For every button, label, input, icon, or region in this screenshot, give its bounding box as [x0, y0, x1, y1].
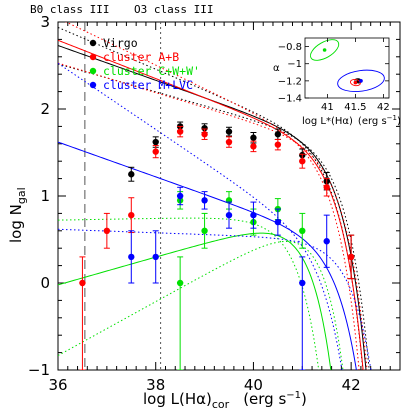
- inset-x-tick-label: 41: [321, 102, 334, 113]
- data-point: [79, 279, 86, 287]
- legend-marker: [89, 53, 97, 61]
- fit-curves: [58, 22, 372, 370]
- fit-uncertainty-curve: [58, 217, 320, 370]
- y-axis-label-sub: gal: [15, 187, 28, 204]
- x-tick-label: 40: [244, 376, 263, 394]
- data-point: [250, 134, 257, 141]
- legend-label: Virgo: [103, 36, 138, 50]
- fit-curve: [58, 39, 364, 370]
- data-point: [152, 148, 159, 155]
- x-tick-label: 38: [146, 376, 165, 394]
- data-points: [79, 121, 355, 370]
- x-axis-units-exp: −1: [286, 390, 301, 401]
- y-tick-label: −1: [28, 361, 50, 379]
- inset-x-units: (erg s: [358, 116, 387, 127]
- inset-frame: [304, 37, 390, 99]
- data-point: [201, 227, 208, 234]
- inset-x-label: log L*(Hα): [302, 116, 353, 127]
- y-tick-label: 1: [40, 187, 50, 205]
- x-axis-label-sub: cor: [212, 398, 230, 411]
- fit-uncertainty-curve: [58, 228, 372, 370]
- data-point: [347, 253, 355, 261]
- data-point: [299, 227, 306, 234]
- legend-marker: [89, 81, 97, 89]
- y-tick-label: 0: [40, 274, 50, 292]
- x-axis-units: (erg s: [243, 390, 286, 408]
- inset-best-fit: [353, 80, 358, 85]
- inset-contour: [310, 39, 340, 61]
- inset-y-tick-label: −1.4: [278, 94, 302, 105]
- data-point: [152, 253, 159, 261]
- fit-uncertainty-curve: [58, 62, 368, 370]
- axis-ticks: [57, 21, 401, 371]
- inset-y-axis-title: α: [273, 63, 280, 74]
- inset-contour: [337, 69, 385, 93]
- x-tick-label: 36: [48, 376, 67, 394]
- data-point: [152, 138, 159, 146]
- data-point: [323, 238, 330, 245]
- y-tick-label: 3: [40, 13, 50, 31]
- x-axis-units-close: ): [301, 390, 307, 408]
- y-axis-title: log Ngal: [7, 187, 28, 243]
- fit-uncertainty-curve: [58, 63, 370, 370]
- data-point: [201, 124, 208, 132]
- reference-lines: [84, 22, 162, 370]
- data-point: [225, 138, 233, 146]
- inset-x-units-close: ): [397, 116, 401, 127]
- legend-marker: [89, 39, 97, 47]
- data-point: [103, 227, 111, 234]
- inset-x-tick-label: 42: [377, 102, 390, 113]
- data-point: [128, 211, 135, 219]
- inset-y-tick-label: −0.8: [278, 42, 302, 53]
- inset-ticks: 41 41.5 42 −0.8 −1 −1.2 −1.4: [278, 38, 390, 113]
- data-point: [176, 192, 184, 200]
- x-axis-label: log L(Hα): [143, 390, 212, 408]
- o3-class-label: O3 class III: [134, 3, 213, 16]
- fit-uncertainty-curve: [58, 26, 364, 370]
- legend-marker: [89, 67, 97, 75]
- inset-x-units-exp: −1: [387, 114, 397, 122]
- inset-y-tick-label: −1.2: [278, 76, 302, 87]
- y-axis-label: log N: [7, 204, 25, 243]
- x-tick-label: 42: [342, 376, 361, 394]
- inset-contour: [349, 79, 361, 87]
- x-axis-title: log L(Hα)cor (erg s−1): [143, 390, 307, 411]
- data-point: [323, 184, 330, 191]
- data-point: [128, 171, 135, 178]
- data-point: [250, 143, 257, 150]
- legend-label: cluster C+W+W': [103, 64, 200, 78]
- legend-label: cluster A+B: [103, 50, 179, 64]
- data-point: [274, 141, 282, 148]
- data-point: [128, 253, 135, 261]
- data-point: [299, 279, 306, 287]
- data-point: [274, 131, 282, 138]
- data-point: [250, 211, 257, 219]
- inset-y-tick-label: −1: [287, 59, 302, 70]
- inset-plot: 41 41.5 42 −0.8 −1 −1.2 −1.4 α log L*(Hα) (erg …: [273, 37, 401, 127]
- fit-curve: [58, 232, 332, 370]
- data-point: [225, 128, 233, 135]
- data-point: [201, 131, 208, 138]
- data-point: [225, 211, 233, 219]
- inset-x-tick-label: 41.5: [344, 102, 366, 113]
- y-tick-label: 2: [40, 100, 50, 118]
- inset-best-fit: [359, 79, 363, 83]
- data-point: [299, 158, 306, 165]
- data-point: [274, 218, 282, 226]
- inset-best-fit: [322, 48, 327, 52]
- data-point: [176, 128, 184, 135]
- legend-label: cluster M+LVC: [103, 78, 193, 92]
- inset-contours: [310, 39, 385, 93]
- data-point: [176, 279, 184, 287]
- fit-curve: [58, 141, 357, 370]
- tick-labels: 36 38 40 42 −1 0 1 2 3: [28, 13, 361, 394]
- inset-x-axis-title: log L*(Hα) (erg s−1): [302, 114, 401, 127]
- data-point: [201, 197, 208, 204]
- b0-class-label: B0 class III: [30, 3, 109, 16]
